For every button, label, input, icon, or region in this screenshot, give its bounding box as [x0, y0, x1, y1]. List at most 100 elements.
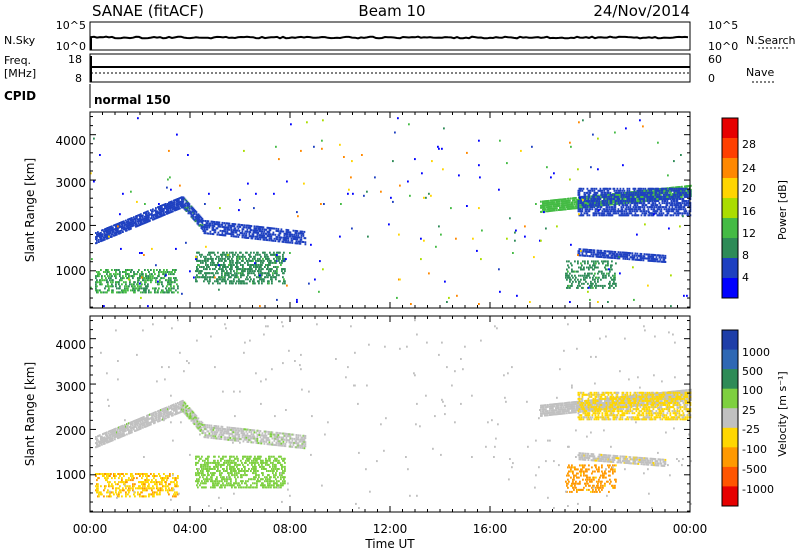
velocity-cell [173, 407, 175, 410]
power-cell [633, 189, 636, 192]
power-cell [392, 200, 394, 203]
velocity-cell [147, 418, 149, 421]
power-cell [247, 224, 250, 227]
power-cell [136, 273, 138, 276]
power-cell [284, 268, 286, 271]
power-cell [165, 205, 167, 207]
power-cell [110, 227, 112, 230]
power-cell [120, 231, 122, 234]
power-cell [611, 254, 614, 257]
power-cell [139, 213, 141, 216]
power-cell [580, 204, 582, 207]
power-cell [655, 200, 658, 202]
power-cell [230, 268, 232, 271]
power-cell [639, 252, 642, 255]
power-cell [91, 258, 93, 261]
power-cell [134, 273, 136, 276]
power-cell [130, 223, 132, 226]
power-cell [275, 145, 277, 148]
power-cell [243, 226, 246, 229]
velocity-cell [206, 434, 209, 437]
power-cell [246, 228, 249, 231]
power-cell [583, 193, 586, 196]
power-cell [229, 276, 231, 279]
power-cell [593, 193, 596, 196]
power-cell [586, 204, 589, 207]
power-cell [227, 278, 229, 281]
power-cell [590, 200, 593, 202]
power-cell [248, 235, 251, 238]
power-cell [129, 224, 131, 226]
power-cell [107, 233, 109, 236]
power-cell [177, 206, 179, 209]
power-cell [227, 274, 229, 277]
power-cell [176, 202, 178, 205]
power-cell [169, 279, 171, 282]
power-cell [142, 277, 144, 280]
power-cell [602, 208, 605, 211]
power-cell [161, 210, 163, 213]
power-cell [220, 223, 223, 226]
power-cell [147, 277, 149, 280]
power-cell [216, 227, 219, 230]
power-cell [632, 258, 635, 261]
power-cell [563, 200, 565, 203]
power-cell [638, 254, 641, 257]
power-cell [169, 176, 171, 179]
power-cell [209, 280, 211, 283]
power-cell [192, 211, 195, 214]
power-cell [237, 259, 239, 262]
power-cell [212, 224, 215, 227]
power-cell [212, 220, 215, 223]
power-cell [643, 212, 646, 215]
power-cell [162, 291, 164, 294]
power-cell [162, 214, 164, 217]
power-cell [593, 262, 595, 265]
power-cell [678, 202, 681, 205]
velocity-cell [137, 420, 139, 423]
power-cell [648, 195, 651, 198]
power-cell [616, 257, 619, 260]
power-cell [597, 137, 599, 140]
power-cell [656, 214, 659, 217]
power-cell [260, 236, 263, 239]
velocity-cell [160, 413, 162, 416]
power-cell [589, 255, 592, 258]
power-cell [181, 198, 183, 201]
power-cell [603, 189, 606, 192]
power-cell [216, 280, 218, 283]
power-cell [121, 283, 123, 286]
power-cell [150, 291, 152, 294]
power-cell [604, 193, 607, 196]
power-cell [243, 149, 245, 152]
power-cell [119, 271, 121, 273]
power-cell [153, 214, 155, 217]
power-cell [259, 230, 262, 233]
velocity-cell [175, 402, 177, 405]
velocity-cell [132, 422, 134, 425]
power-cell [574, 270, 576, 273]
power-cell [239, 257, 241, 260]
velocity-cell [192, 411, 195, 414]
power-cell [620, 195, 623, 198]
velocity-cell [150, 413, 152, 416]
power-cell [178, 197, 180, 200]
power-cell [276, 272, 278, 275]
power-cell [541, 204, 543, 207]
power-cell [111, 269, 113, 271]
power-cell [677, 212, 680, 215]
power-cell [583, 248, 586, 251]
power-cell [209, 224, 212, 227]
power-cell [656, 195, 659, 198]
power-cell [553, 209, 555, 212]
power-cell [170, 285, 172, 288]
power-cell [150, 213, 152, 216]
power-cell [128, 285, 130, 288]
power-cell [218, 276, 220, 279]
power-cell [347, 192, 349, 195]
power-cell [438, 225, 440, 228]
power-cell [587, 250, 590, 253]
velocity-cell [124, 430, 126, 433]
power-cell [399, 184, 401, 187]
power-cell [659, 258, 662, 261]
